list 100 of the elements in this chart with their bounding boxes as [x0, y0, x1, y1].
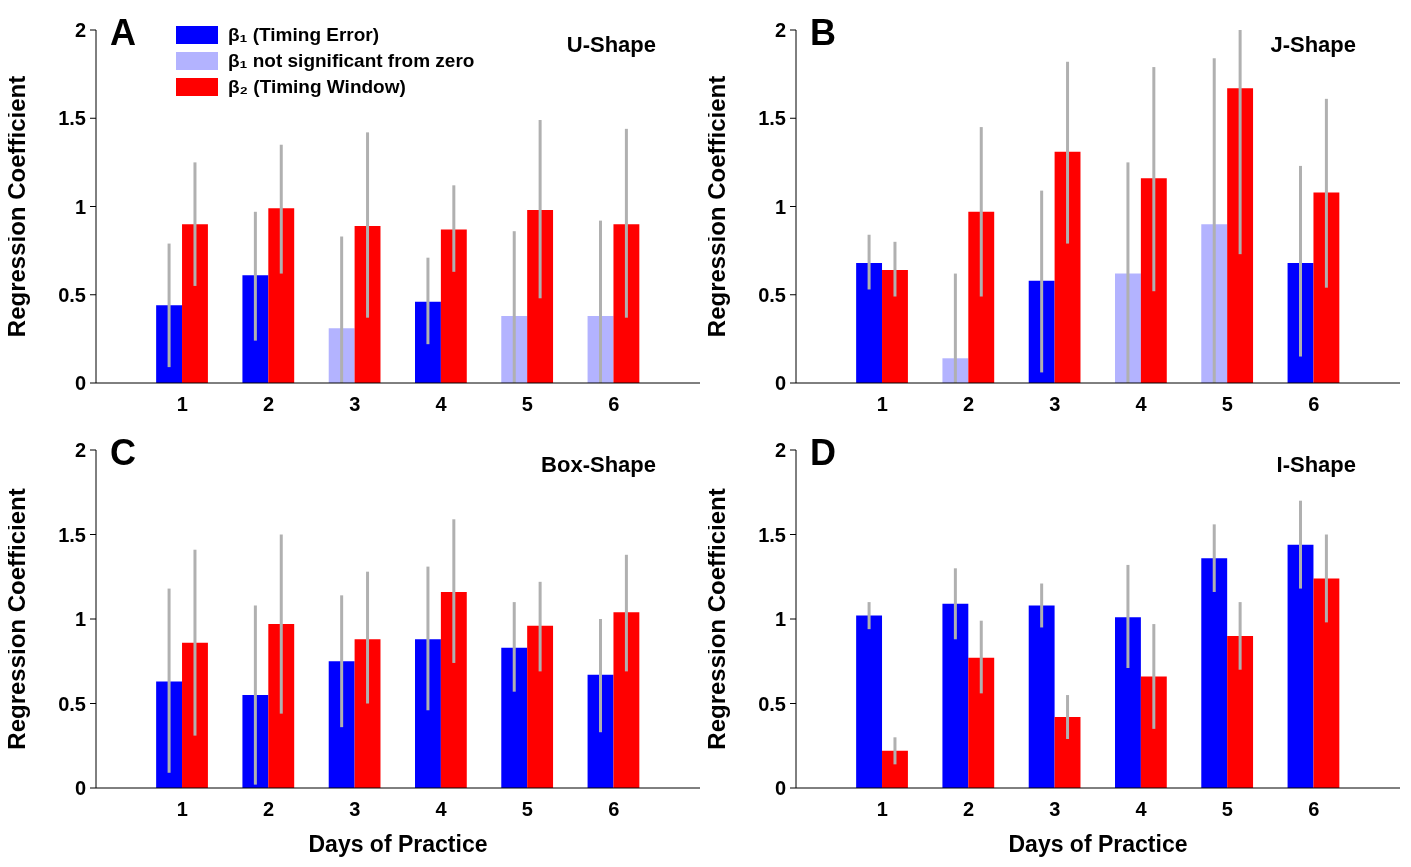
bar [268, 208, 295, 383]
y-axis-title: Regression Coefficient [2, 75, 30, 338]
bar [354, 639, 381, 788]
bar [856, 262, 883, 383]
y-tick-label: 2 [774, 19, 786, 42]
bar [942, 603, 969, 788]
y-tick-label: 0 [74, 372, 86, 395]
y-tick-label: 0 [774, 372, 786, 395]
x-tick-label: 1 [876, 798, 888, 821]
bar [968, 211, 995, 383]
x-tick-label: 6 [1308, 393, 1320, 416]
bar [1028, 605, 1055, 788]
x-tick-label: 5 [521, 798, 533, 821]
bar [587, 674, 614, 788]
x-tick-label: 6 [1308, 798, 1320, 821]
y-tick-label: 0.5 [58, 692, 86, 715]
bar [415, 301, 441, 383]
y-tick-label: 0.5 [758, 283, 786, 306]
chart-title: A [110, 12, 136, 54]
y-tick-label: 1 [74, 608, 86, 631]
bar [1313, 578, 1340, 788]
y-tick-label: 0.5 [58, 283, 86, 306]
y-tick-label: 1.5 [58, 107, 86, 130]
x-tick-label: 2 [963, 798, 975, 821]
bar [1140, 676, 1167, 788]
chart-subtitle: U-Shape [566, 32, 656, 58]
x-tick-label: 4 [435, 393, 448, 416]
y-tick-label: 1.5 [758, 107, 786, 130]
bar [882, 750, 908, 788]
y-tick-label: 1 [774, 608, 786, 631]
bar [156, 305, 183, 383]
x-tick-label: 3 [349, 798, 361, 821]
bar [1115, 617, 1141, 788]
bar [968, 657, 995, 788]
x-tick-label: 2 [263, 393, 275, 416]
chart-title: D [810, 432, 836, 474]
x-tick-label: 6 [608, 798, 620, 821]
bar [1287, 544, 1314, 788]
y-tick-label: 1.5 [758, 523, 786, 546]
legend-label: β₂ (Timing Window) [228, 76, 406, 98]
y-tick-label: 2 [774, 439, 786, 462]
y-tick-label: 1 [774, 195, 786, 218]
bar [440, 591, 467, 788]
bar [527, 625, 554, 788]
x-axis-title: Days of Practice [1007, 831, 1189, 858]
bar [328, 661, 355, 788]
bar [242, 275, 269, 383]
x-tick-label: 2 [963, 393, 975, 416]
bar [1227, 88, 1254, 383]
bar [1313, 192, 1340, 383]
bar [1054, 717, 1081, 788]
x-tick-label: 1 [876, 393, 888, 416]
x-tick-label: 5 [521, 393, 533, 416]
bar [1201, 558, 1228, 788]
y-axis-title: Regression Coefficient [2, 488, 30, 750]
x-tick-label: 4 [1135, 798, 1148, 821]
y-axis-title: Regression Coefficient [702, 488, 730, 750]
chart-title: C [110, 432, 136, 474]
bar [440, 229, 467, 383]
x-axis-title: Days of Practice [307, 831, 489, 858]
x-tick-label: 5 [1221, 393, 1233, 416]
legend-label: β₁ (Timing Error) [228, 24, 380, 46]
y-tick-label: 2 [74, 439, 86, 462]
y-axis-title: Regression Coefficient [702, 75, 730, 338]
bar [1287, 262, 1314, 383]
bar [527, 210, 554, 383]
legend-label: β₁ not significant from zero [228, 50, 475, 72]
bar [182, 224, 208, 383]
x-tick-label: 3 [349, 393, 361, 416]
x-tick-label: 3 [1049, 393, 1061, 416]
x-tick-label: 3 [1049, 798, 1061, 821]
x-tick-label: 1 [176, 393, 188, 416]
y-tick-label: 1 [74, 195, 86, 218]
x-tick-label: 6 [608, 393, 620, 416]
x-tick-label: 4 [1135, 393, 1148, 416]
y-tick-label: 1.5 [58, 523, 86, 546]
bar [501, 647, 528, 788]
bar [856, 615, 883, 788]
y-tick-label: 2 [74, 19, 86, 42]
bar [415, 639, 441, 788]
x-tick-label: 2 [263, 798, 275, 821]
chart-title: B [810, 12, 836, 54]
bar [268, 624, 295, 788]
x-tick-label: 5 [1221, 798, 1233, 821]
chart-subtitle: I-Shape [1276, 452, 1356, 478]
bar [613, 224, 640, 383]
bar [1054, 151, 1081, 383]
bar [1227, 635, 1254, 788]
bar [613, 612, 640, 788]
chart-subtitle: Box-Shape [541, 452, 656, 478]
bar [156, 681, 183, 788]
x-tick-label: 1 [176, 798, 188, 821]
bar [182, 642, 208, 788]
y-tick-label: 0 [74, 777, 86, 800]
bar [354, 225, 381, 383]
bar [882, 270, 908, 383]
x-tick-label: 4 [435, 798, 448, 821]
y-tick-label: 0 [774, 777, 786, 800]
chart-subtitle: J-Shape [1270, 32, 1356, 58]
y-tick-label: 0.5 [758, 692, 786, 715]
